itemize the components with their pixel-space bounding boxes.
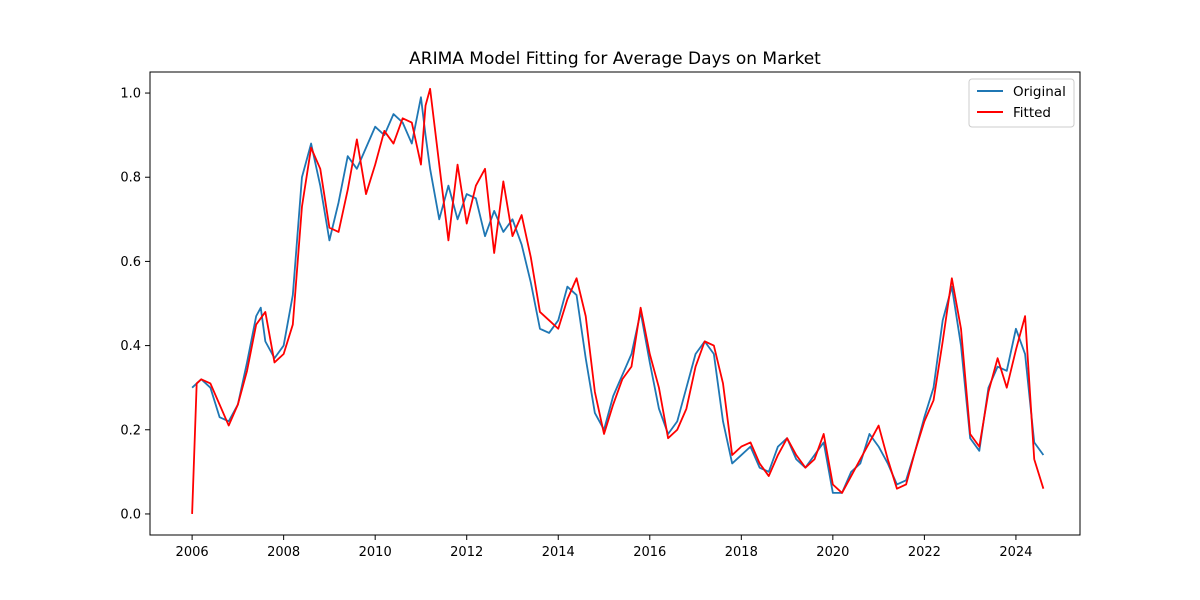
x-tick-label: 2024 [999, 545, 1032, 560]
y-tick-label: 0.8 [120, 171, 141, 186]
y-tick-label: 1.0 [120, 87, 141, 102]
y-tick-label: 0.2 [120, 423, 141, 438]
plot-area: 2006 2008 2010 2012 2014 2016 2018 2020 2022 2024… [120, 71, 1081, 560]
legend-label-original: Original [1013, 84, 1066, 100]
legend-label-fitted: Fitted [1013, 105, 1051, 121]
x-tick-label: 2008 [267, 545, 300, 560]
y-tick-label: 0.0 [120, 507, 141, 522]
x-tick-label: 2016 [633, 545, 666, 560]
x-tick-label: 2018 [725, 545, 758, 560]
plot-frame [149, 71, 1081, 536]
x-tick-label: 2022 [908, 545, 941, 560]
y-tick-label: 0.6 [120, 255, 141, 270]
x-tick-label: 2010 [359, 545, 392, 560]
x-tick-label: 2012 [450, 545, 483, 560]
series-line-fitted [191, 87, 1045, 514]
y-tick-label: 0.4 [120, 339, 141, 354]
series-line-original [191, 96, 1045, 494]
legend: Original Fitted [968, 78, 1075, 128]
x-tick-label: 2020 [816, 545, 849, 560]
chart-title: ARIMA Model Fitting for Average Days on … [409, 49, 821, 69]
x-tick-label: 2006 [176, 545, 209, 560]
x-tick-label: 2014 [542, 545, 575, 560]
